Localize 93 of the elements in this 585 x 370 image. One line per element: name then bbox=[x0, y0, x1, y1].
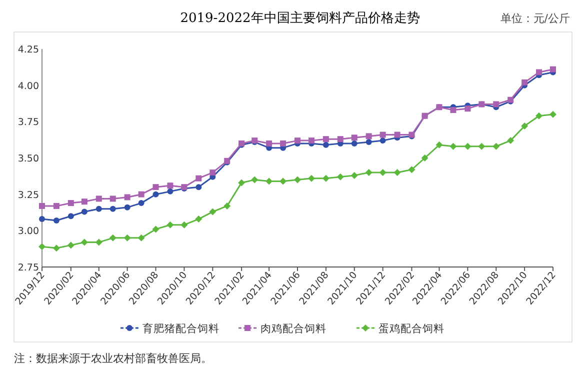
y-tick-label: 3.25 bbox=[18, 190, 39, 201]
point bbox=[464, 142, 472, 150]
point bbox=[224, 202, 231, 210]
point bbox=[138, 191, 144, 198]
point bbox=[68, 200, 74, 206]
point bbox=[138, 234, 145, 242]
point bbox=[322, 174, 330, 182]
point bbox=[109, 234, 116, 242]
text: 单位：元/公斤 bbox=[500, 12, 570, 25]
y-tick-label: 2.75 bbox=[18, 262, 39, 274]
y-tick-label: 3.75 bbox=[18, 117, 39, 128]
point bbox=[52, 244, 60, 252]
point bbox=[138, 200, 144, 206]
point bbox=[195, 216, 202, 223]
point bbox=[166, 221, 174, 228]
point bbox=[408, 166, 416, 174]
point bbox=[394, 169, 401, 176]
point bbox=[266, 140, 272, 146]
point bbox=[152, 191, 159, 198]
point bbox=[536, 69, 542, 76]
point bbox=[39, 216, 45, 222]
point bbox=[280, 140, 286, 146]
point bbox=[322, 136, 329, 142]
point bbox=[436, 141, 443, 148]
point bbox=[478, 142, 486, 150]
y-tick-label: 4.25 bbox=[18, 44, 39, 56]
point bbox=[450, 107, 456, 114]
point bbox=[81, 198, 88, 205]
point bbox=[522, 79, 528, 86]
point bbox=[238, 179, 246, 186]
point bbox=[507, 137, 514, 144]
point bbox=[53, 202, 60, 209]
point bbox=[365, 169, 372, 176]
point bbox=[550, 110, 556, 118]
point bbox=[152, 226, 160, 233]
point bbox=[394, 132, 400, 138]
point bbox=[351, 140, 358, 146]
point bbox=[493, 101, 500, 108]
point bbox=[95, 238, 102, 246]
point bbox=[196, 175, 202, 182]
y-tick-label: 4.00 bbox=[18, 80, 39, 92]
point bbox=[337, 136, 344, 142]
point bbox=[124, 194, 130, 200]
point bbox=[294, 176, 301, 184]
point bbox=[464, 106, 471, 112]
point bbox=[68, 213, 74, 220]
point bbox=[366, 133, 372, 140]
point bbox=[39, 202, 45, 209]
y-tick-label: 3.50 bbox=[18, 154, 39, 164]
point bbox=[308, 138, 314, 144]
point bbox=[96, 206, 102, 212]
point bbox=[53, 217, 60, 224]
point bbox=[380, 138, 386, 144]
point bbox=[67, 242, 74, 249]
point bbox=[196, 184, 202, 190]
point bbox=[180, 221, 188, 228]
text: 注：数据来源于农业农村部畜牧兽医局。 bbox=[14, 352, 212, 365]
point bbox=[251, 176, 258, 184]
point bbox=[350, 172, 358, 179]
point bbox=[38, 243, 46, 250]
point bbox=[492, 142, 500, 150]
point bbox=[266, 178, 273, 185]
point bbox=[209, 208, 216, 216]
legend-label: 肉鸡配合饲料 bbox=[260, 322, 326, 335]
point bbox=[351, 134, 358, 141]
point bbox=[280, 178, 287, 185]
point bbox=[521, 122, 528, 130]
point bbox=[450, 142, 457, 150]
point bbox=[167, 182, 174, 189]
point bbox=[210, 170, 216, 176]
point bbox=[124, 204, 130, 210]
point bbox=[167, 188, 174, 194]
point bbox=[81, 208, 88, 215]
legend-label: 蛋鸡配合饲料 bbox=[378, 322, 444, 335]
legend-label: 育肥猪配合饲料 bbox=[142, 322, 220, 335]
point bbox=[110, 206, 116, 212]
point bbox=[152, 184, 159, 190]
point bbox=[110, 196, 116, 202]
point bbox=[380, 132, 386, 138]
point bbox=[366, 139, 372, 146]
point bbox=[124, 234, 131, 242]
point bbox=[80, 238, 88, 246]
point bbox=[536, 112, 543, 120]
point bbox=[550, 66, 556, 72]
point bbox=[96, 196, 102, 202]
point bbox=[322, 142, 329, 148]
point bbox=[294, 138, 300, 144]
point bbox=[336, 173, 344, 180]
y-tick-label: 3.00 bbox=[18, 226, 39, 238]
chart-title: 2019-2022年中国主要饲料产品价格走势 bbox=[180, 10, 420, 26]
point bbox=[421, 154, 428, 162]
point bbox=[308, 174, 315, 182]
point bbox=[379, 169, 386, 176]
